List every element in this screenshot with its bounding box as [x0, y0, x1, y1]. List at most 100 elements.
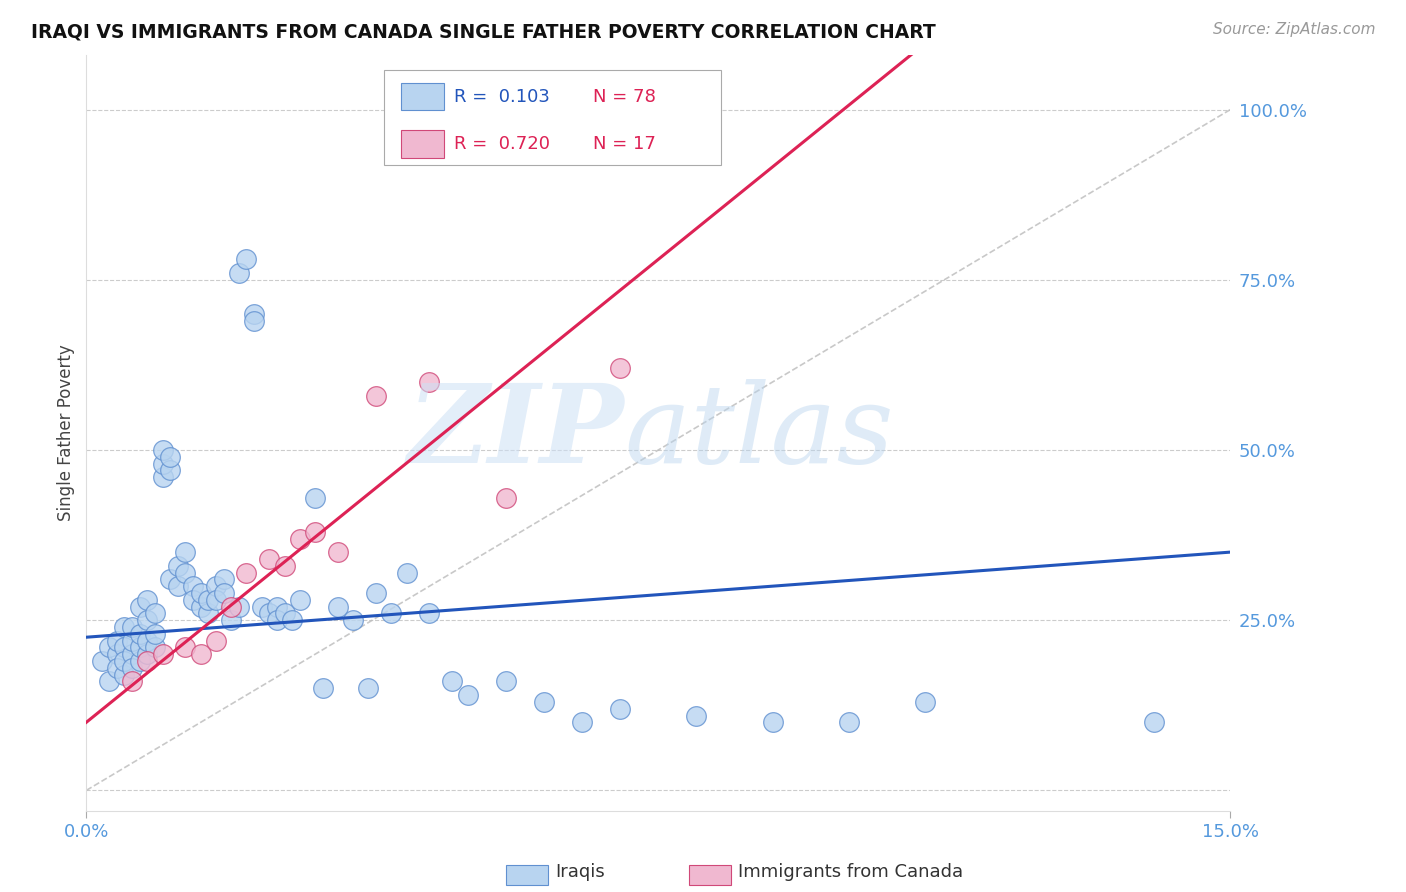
Point	[152, 470, 174, 484]
Point	[304, 524, 326, 539]
Point	[112, 620, 135, 634]
Text: R =  0.103: R = 0.103	[454, 87, 550, 106]
Point	[128, 640, 150, 655]
Point	[174, 545, 197, 559]
Point	[190, 599, 212, 614]
Point	[152, 442, 174, 457]
Point	[159, 450, 181, 464]
Y-axis label: Single Father Poverty: Single Father Poverty	[58, 344, 75, 521]
Point	[143, 627, 166, 641]
Point	[357, 681, 380, 696]
Point	[366, 586, 388, 600]
Text: atlas: atlas	[624, 379, 894, 487]
Point	[174, 566, 197, 580]
Point	[609, 361, 631, 376]
Point	[143, 607, 166, 621]
Point	[326, 599, 349, 614]
Point	[166, 558, 188, 573]
Point	[190, 647, 212, 661]
Point	[121, 647, 143, 661]
Point	[98, 640, 121, 655]
Point	[281, 613, 304, 627]
Text: Immigrants from Canada: Immigrants from Canada	[738, 863, 963, 881]
Point	[128, 654, 150, 668]
Point	[326, 545, 349, 559]
Point	[273, 607, 295, 621]
Point	[243, 313, 266, 327]
Point	[219, 613, 242, 627]
Point	[90, 654, 112, 668]
Point	[197, 592, 219, 607]
Point	[366, 388, 388, 402]
Point	[105, 633, 128, 648]
Point	[418, 375, 440, 389]
Text: N = 17: N = 17	[593, 135, 655, 153]
Point	[128, 627, 150, 641]
Point	[212, 586, 235, 600]
Point	[190, 586, 212, 600]
Point	[266, 599, 288, 614]
Point	[685, 708, 707, 723]
Point	[143, 640, 166, 655]
Point	[136, 647, 159, 661]
Point	[250, 599, 273, 614]
Point	[235, 252, 257, 267]
Point	[273, 558, 295, 573]
Point	[380, 607, 402, 621]
Point	[762, 715, 785, 730]
Point	[1143, 715, 1166, 730]
Point	[266, 613, 288, 627]
Text: Source: ZipAtlas.com: Source: ZipAtlas.com	[1212, 22, 1375, 37]
Point	[128, 599, 150, 614]
Point	[159, 463, 181, 477]
Text: R =  0.720: R = 0.720	[454, 135, 550, 153]
Point	[533, 695, 555, 709]
Point	[105, 647, 128, 661]
Point	[174, 640, 197, 655]
Point	[166, 579, 188, 593]
Point	[342, 613, 364, 627]
Point	[418, 607, 440, 621]
Point	[152, 647, 174, 661]
Point	[571, 715, 593, 730]
Point	[121, 633, 143, 648]
Point	[181, 592, 204, 607]
Point	[914, 695, 936, 709]
Point	[136, 613, 159, 627]
Point	[457, 688, 479, 702]
Text: ZIP: ZIP	[408, 379, 624, 487]
Point	[243, 307, 266, 321]
Point	[181, 579, 204, 593]
Point	[219, 599, 242, 614]
Point	[288, 532, 311, 546]
Point	[495, 674, 517, 689]
Point	[235, 566, 257, 580]
Point	[112, 640, 135, 655]
Point	[205, 592, 228, 607]
Point	[136, 654, 159, 668]
Point	[98, 674, 121, 689]
Point	[112, 667, 135, 681]
Point	[259, 552, 281, 566]
Point	[197, 607, 219, 621]
Text: N = 78: N = 78	[593, 87, 655, 106]
Point	[136, 592, 159, 607]
Point	[205, 633, 228, 648]
Point	[105, 661, 128, 675]
Point	[121, 620, 143, 634]
Point	[838, 715, 860, 730]
Text: Iraqis: Iraqis	[555, 863, 605, 881]
Text: IRAQI VS IMMIGRANTS FROM CANADA SINGLE FATHER POVERTY CORRELATION CHART: IRAQI VS IMMIGRANTS FROM CANADA SINGLE F…	[31, 22, 935, 41]
Point	[152, 457, 174, 471]
Point	[121, 674, 143, 689]
Point	[212, 572, 235, 586]
Point	[228, 266, 250, 280]
Point	[495, 491, 517, 505]
Point	[159, 572, 181, 586]
Point	[228, 599, 250, 614]
Point	[609, 702, 631, 716]
Point	[304, 491, 326, 505]
Point	[259, 607, 281, 621]
Point	[288, 592, 311, 607]
Point	[395, 566, 418, 580]
